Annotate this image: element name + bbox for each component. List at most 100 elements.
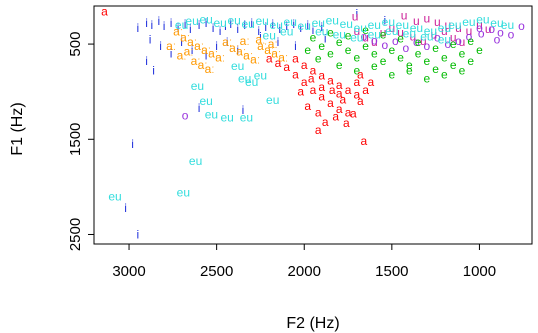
- data-point: i: [277, 35, 280, 49]
- data-point: eu: [227, 13, 240, 27]
- data-point: eu: [315, 25, 328, 39]
- data-point: eu: [410, 21, 423, 35]
- data-point: a: [310, 83, 317, 97]
- data-point: a: [301, 58, 308, 72]
- data-point: eu: [396, 18, 409, 32]
- data-point: i: [157, 14, 160, 28]
- data-point: e: [467, 54, 474, 68]
- data-point: u: [371, 35, 378, 49]
- series-1: u u u u u u u u u uu u u u u u u uu uuu: [352, 9, 492, 50]
- data-point: u: [410, 29, 417, 43]
- data-point: e: [441, 50, 448, 64]
- data-point: i: [324, 31, 327, 45]
- data-point: a: [327, 73, 334, 87]
- data-point: e: [432, 62, 439, 76]
- data-point: aː: [243, 49, 253, 63]
- data-point: a: [336, 102, 343, 116]
- data-point: o: [413, 35, 420, 49]
- data-point: i: [136, 227, 139, 241]
- data-point: e: [345, 29, 352, 43]
- data-point: u: [441, 24, 448, 38]
- data-point: i: [312, 23, 315, 37]
- data-point: e: [467, 34, 474, 48]
- data-point: i: [205, 49, 208, 63]
- data-point: eu: [254, 68, 267, 82]
- y-axis: 500 1500 2500: [67, 6, 95, 251]
- data-point: i: [189, 22, 192, 36]
- data-point: eu: [270, 18, 283, 32]
- data-point: u: [476, 18, 483, 32]
- data-point: o: [424, 39, 431, 53]
- data-point: eu: [175, 18, 188, 32]
- data-point: e: [397, 50, 404, 64]
- data-point: aː: [271, 47, 281, 61]
- data-point: aː: [194, 39, 204, 53]
- data-point: eu: [238, 71, 251, 85]
- data-point: eu: [199, 94, 212, 108]
- data-point: e: [476, 43, 483, 57]
- data-point: eu: [263, 29, 276, 43]
- data-point: a: [367, 75, 374, 89]
- data-point: u: [388, 21, 395, 35]
- data-point: aː: [268, 37, 278, 51]
- data-point: aː: [250, 52, 260, 66]
- data-point: u: [485, 22, 492, 36]
- data-point: eu: [354, 21, 367, 35]
- data-point: e: [380, 54, 387, 68]
- data-point: a: [345, 106, 352, 120]
- data-point: o: [381, 38, 388, 52]
- data-point: i: [131, 137, 134, 151]
- data-point: eu: [256, 14, 269, 28]
- data-point: e: [380, 28, 387, 42]
- data-point: i: [259, 29, 262, 43]
- x-tick-label: 2000: [288, 263, 321, 280]
- data-point: i: [149, 32, 152, 46]
- data-point: eu: [205, 108, 218, 122]
- data-point: i: [170, 16, 173, 30]
- data-point: a: [275, 56, 282, 70]
- data-point: i: [242, 103, 245, 117]
- data-point: i: [177, 21, 180, 35]
- data-point: i: [191, 43, 194, 57]
- data-point: aː: [198, 58, 208, 72]
- data-point: a: [318, 89, 325, 103]
- data-point: eu: [385, 24, 398, 38]
- data-point: u: [401, 9, 408, 23]
- data-point: o: [434, 30, 441, 44]
- data-point: e: [336, 58, 343, 72]
- data-point: i: [150, 18, 153, 32]
- data-point: eu: [280, 25, 293, 39]
- data-point: o: [455, 34, 462, 48]
- data-point: a: [362, 83, 369, 97]
- data-point: e: [450, 58, 457, 72]
- data-point: eu: [490, 16, 503, 30]
- data-point: i: [212, 21, 215, 35]
- data-point: eu: [284, 15, 297, 29]
- data-point: i: [198, 18, 201, 32]
- data-point: aː: [191, 54, 201, 68]
- data-point: i: [264, 20, 267, 34]
- data-point: e: [327, 26, 334, 40]
- data-point: aː: [208, 47, 218, 61]
- data-point: i: [152, 64, 155, 78]
- data-point: e: [424, 54, 431, 68]
- data-point: i: [145, 54, 148, 68]
- data-point: aː: [187, 35, 197, 49]
- data-point: eu: [231, 59, 244, 73]
- data-point: i: [236, 22, 239, 36]
- data-point: a: [304, 99, 311, 113]
- data-point: eu: [501, 18, 514, 32]
- y-axis-label: F1 (Hz): [9, 102, 26, 155]
- data-point: aː: [180, 30, 190, 44]
- data-point: e: [353, 50, 360, 64]
- x-tick-label: 2500: [200, 263, 233, 280]
- data-point: i: [257, 24, 260, 38]
- data-point: e: [362, 23, 369, 37]
- data-point: a: [353, 75, 360, 89]
- data-point: o: [478, 27, 485, 41]
- data-point: e: [424, 71, 431, 85]
- data-point: aː: [264, 43, 274, 57]
- data-point: i: [229, 17, 232, 31]
